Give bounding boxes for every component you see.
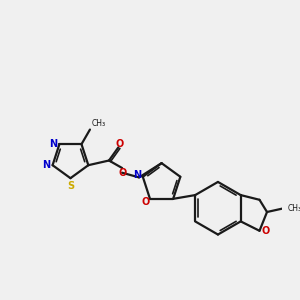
Text: O: O — [119, 168, 127, 178]
Text: O: O — [115, 139, 123, 148]
Text: O: O — [141, 197, 149, 207]
Text: N: N — [133, 170, 141, 180]
Text: N: N — [42, 160, 50, 170]
Text: CH₃: CH₃ — [288, 204, 300, 213]
Text: CH₃: CH₃ — [92, 119, 106, 128]
Text: O: O — [261, 226, 269, 236]
Text: S: S — [67, 181, 74, 191]
Text: N: N — [49, 139, 57, 149]
